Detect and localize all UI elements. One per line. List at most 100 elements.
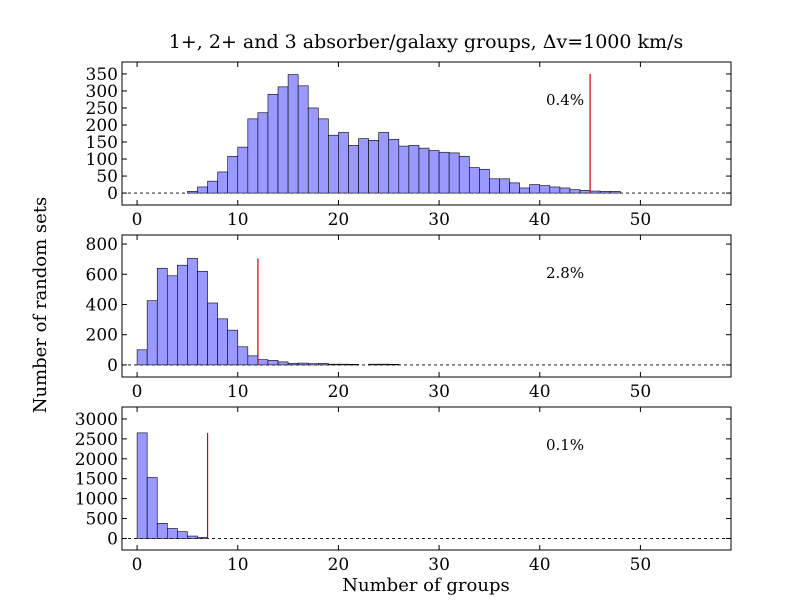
histogram-bar [569, 189, 581, 194]
histogram-bar [408, 145, 420, 194]
histogram-bar [378, 132, 390, 194]
histogram-bar [267, 94, 279, 194]
histogram-bar [177, 264, 188, 366]
x-tick-label: 30 [428, 382, 450, 402]
y-tick-label: 2500 [75, 430, 118, 450]
y-tick-label: 500 [86, 510, 118, 530]
x-tick-label: 20 [328, 210, 350, 230]
histogram-bar [207, 180, 218, 194]
y-tick-label: 0 [107, 529, 118, 549]
histogram-bar [338, 363, 349, 366]
histogram-bar [217, 171, 228, 194]
y-tick-label: 350 [86, 65, 118, 85]
histogram-bar [136, 349, 148, 366]
histogram-bar [136, 432, 148, 539]
histogram-bar [589, 190, 601, 194]
histogram-bar [197, 270, 208, 366]
y-tick-label: 0 [107, 356, 118, 376]
probability-annotation: 2.8% [546, 264, 584, 282]
histogram-bar [237, 346, 249, 366]
panel-frame [121, 234, 732, 378]
x-tick-label: 30 [428, 210, 450, 230]
y-tick-label: 2000 [75, 450, 118, 470]
histogram-bar [549, 186, 561, 194]
histogram-bar [599, 191, 611, 194]
x-tick-label: 50 [630, 382, 652, 402]
histogram-bar [187, 191, 198, 194]
histogram-bar [187, 258, 198, 366]
histogram-bar [428, 150, 440, 194]
histogram-bar [529, 184, 541, 194]
histogram-bar [247, 355, 259, 366]
histogram-bar [217, 318, 228, 366]
x-tick-label: 50 [630, 210, 652, 230]
histogram-bar [156, 267, 168, 366]
x-tick-label: 40 [529, 382, 551, 402]
y-tick-label: 1500 [75, 470, 118, 490]
y-tick-label: 1000 [75, 490, 118, 510]
x-tick-label: 20 [328, 555, 350, 575]
histogram-bar [297, 362, 309, 366]
histogram-bar [287, 363, 299, 366]
y-tick-label: 250 [86, 99, 118, 119]
histogram-bar [509, 182, 520, 194]
histogram-bar [277, 361, 289, 366]
histogram-bar [559, 187, 571, 194]
y-tick-label: 200 [86, 326, 118, 346]
x-tick-label: 40 [529, 210, 551, 230]
y-tick-label: 300 [86, 82, 118, 102]
histogram-bar [247, 118, 259, 194]
histogram-bar [328, 363, 339, 366]
histogram-bar [388, 364, 400, 366]
histogram-bar [287, 74, 299, 194]
probability-annotation: 0.4% [546, 91, 584, 109]
histogram-bar [146, 477, 158, 539]
y-tick-label: 50 [96, 167, 118, 187]
histogram-bar [227, 156, 239, 194]
histogram-bar [388, 138, 400, 194]
histogram-bar [197, 186, 208, 194]
histogram-bar [177, 531, 188, 539]
histogram-bar [317, 118, 329, 194]
histogram-bar [267, 360, 279, 366]
histogram-bar [418, 147, 430, 194]
histogram-bar [328, 134, 339, 194]
y-axis-label: Number of random sets [30, 197, 51, 414]
histogram-bar [207, 302, 218, 366]
histogram-bar [448, 152, 460, 194]
y-tick-label: 150 [86, 133, 118, 153]
histogram-bar [468, 167, 480, 194]
x-tick-label: 20 [328, 382, 350, 402]
x-axis-label: Number of groups [342, 575, 509, 596]
histogram-bar [479, 168, 490, 194]
histogram-bar [609, 191, 621, 194]
histogram-bar [489, 178, 500, 194]
y-tick-label: 800 [86, 235, 118, 255]
histogram-bar [338, 132, 349, 194]
y-tick-label: 3000 [75, 410, 118, 430]
histogram-bar [166, 528, 178, 539]
histogram-bar [237, 146, 249, 194]
histogram-bar [398, 145, 410, 194]
x-tick-label: 0 [132, 210, 143, 230]
histogram-bar [307, 363, 319, 366]
histogram-bar [257, 112, 269, 194]
x-tick-label: 0 [132, 555, 143, 575]
x-tick-label: 30 [428, 555, 450, 575]
histogram-bar [257, 359, 269, 366]
x-tick-label: 10 [227, 555, 249, 575]
histogram-bar [297, 85, 309, 194]
y-tick-label: 600 [86, 265, 118, 285]
histogram-bar [438, 151, 450, 194]
histogram-bar [519, 187, 530, 194]
panel-frame [121, 61, 732, 206]
y-tick-label: 200 [86, 116, 118, 136]
x-tick-label: 50 [630, 555, 652, 575]
y-tick-label: 100 [86, 150, 118, 170]
histogram-bar [358, 138, 369, 194]
histogram-bar [307, 107, 319, 194]
y-tick-label: 400 [86, 295, 118, 315]
histogram-bar [187, 535, 198, 539]
